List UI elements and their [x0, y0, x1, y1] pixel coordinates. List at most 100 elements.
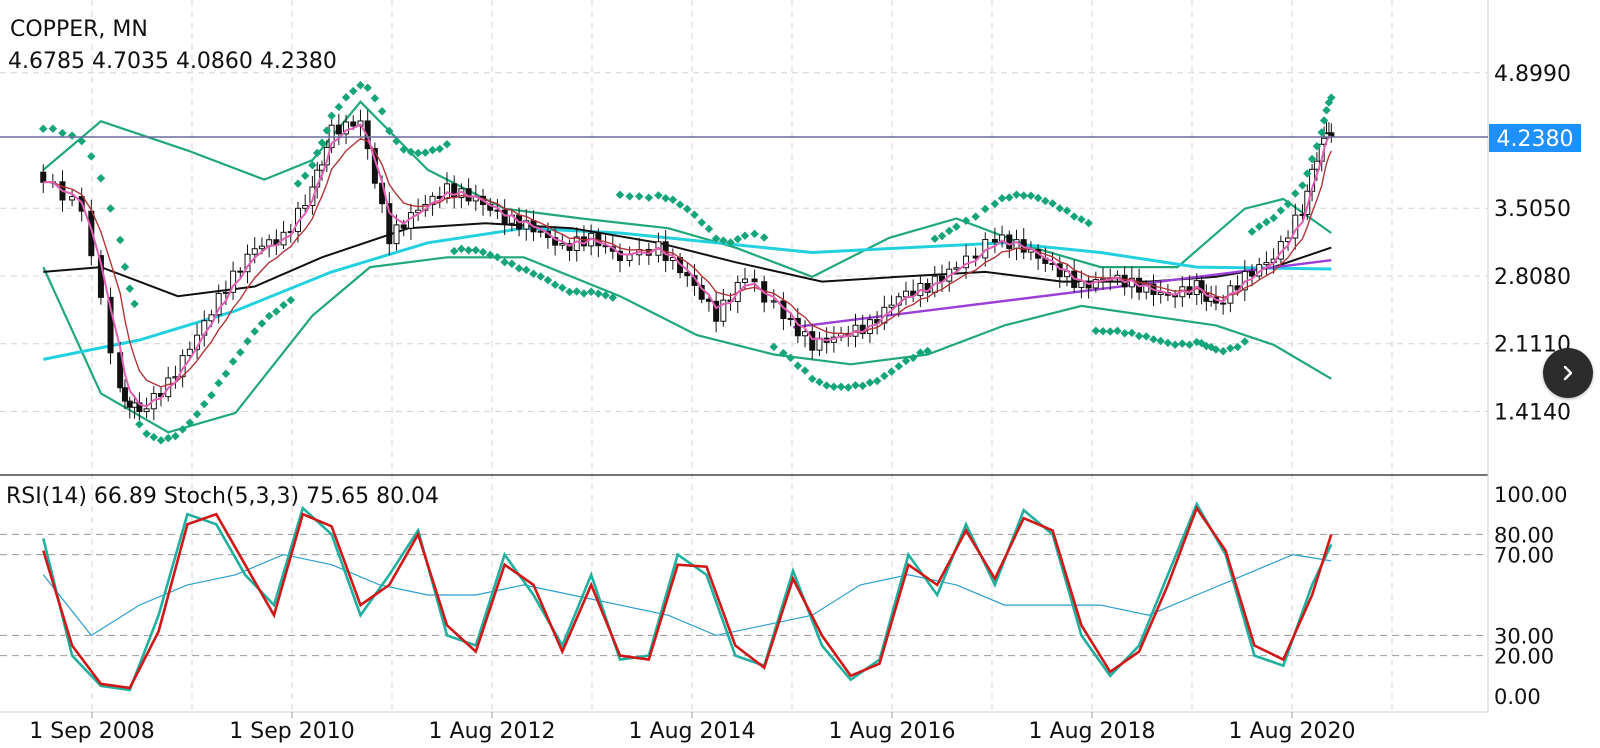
sar-dot: [39, 124, 48, 134]
scroll-right-button[interactable]: [1543, 348, 1593, 398]
sar-dot: [844, 383, 853, 392]
sar-dot: [579, 289, 589, 298]
sar-dot: [594, 289, 603, 298]
candle-body: [787, 317, 794, 320]
sar-dot: [683, 204, 692, 214]
sar-dot: [1233, 342, 1242, 352]
sar-dot: [48, 124, 58, 133]
sar-dot: [769, 342, 779, 352]
sar-dot: [228, 357, 238, 366]
sar-dot: [464, 246, 473, 255]
sar-dot: [236, 348, 245, 357]
sar-dot: [733, 234, 742, 244]
sar-dot: [558, 283, 567, 293]
time-tick-label: 1 Sep 2008: [29, 719, 154, 744]
sar-dot: [308, 160, 317, 170]
sar-dot: [178, 425, 187, 434]
sar-dot: [601, 291, 610, 300]
sar-dot: [1170, 340, 1180, 349]
indicator-legend: RSI(14) 66.89 Stoch(5,3,3) 75.65 80.04: [6, 484, 439, 509]
candle-body: [222, 291, 229, 294]
sar-dot: [937, 231, 947, 241]
sar-dot: [1026, 191, 1036, 201]
sar-dot: [608, 293, 618, 302]
candle-body: [443, 183, 450, 199]
candle-body: [40, 171, 47, 183]
sar-dot: [858, 381, 867, 390]
time-tick-label: 1 Sep 2010: [229, 719, 354, 744]
sar-dot: [312, 148, 322, 158]
sar-dot: [421, 148, 430, 157]
candle-body: [258, 245, 265, 250]
sar-dot: [471, 245, 481, 255]
sar-dot: [377, 106, 387, 116]
sar-dot: [1005, 193, 1014, 202]
sar-dot: [997, 194, 1007, 203]
sar-dot: [1247, 227, 1257, 236]
candle-body: [230, 270, 237, 293]
sar-dot: [615, 190, 625, 200]
sar-dot: [1185, 340, 1194, 349]
sar-dot: [370, 93, 380, 103]
stoch-d-line: [42, 505, 1333, 690]
sar-dot: [872, 376, 882, 386]
sma-fast-line: [43, 123, 1332, 408]
time-axis: 1 Sep 2008 1 Sep 2010 1 Aug 2012 1 Aug 2014…: [29, 712, 1355, 744]
candle-body: [552, 237, 559, 246]
candle-body: [888, 304, 895, 308]
candle-body: [393, 224, 400, 245]
sar-dot: [363, 83, 372, 92]
sar-dot: [221, 369, 231, 379]
sar-dot: [428, 145, 437, 155]
symbol-title: COPPER, MN: [10, 17, 148, 42]
chart-grid: [0, 0, 1488, 712]
sar-dot: [822, 381, 831, 390]
sar-dot: [880, 371, 889, 381]
sar-dot: [120, 262, 130, 272]
price-tick-label: 4.8990: [1494, 62, 1571, 87]
bollinger-lower-line: [42, 256, 1332, 434]
candle-body: [626, 254, 633, 262]
sma-mid-line: [43, 137, 1332, 388]
sar-dot: [272, 307, 281, 316]
sar-dot: [1319, 116, 1329, 125]
sar-dot: [293, 179, 303, 188]
candle-body: [794, 317, 801, 337]
sar-dot: [654, 191, 663, 200]
sma-long-line: [43, 226, 1332, 361]
sar-dot: [1098, 327, 1108, 336]
price-tick-label: 3.5050: [1494, 197, 1571, 222]
sar-dot: [163, 433, 173, 443]
sar-dot: [572, 287, 581, 296]
sar-dot: [1091, 326, 1101, 336]
candle-body: [1092, 279, 1099, 289]
sar-dot: [887, 367, 896, 376]
sar-dot: [142, 429, 151, 439]
sar-dot: [529, 269, 538, 278]
sar-dot: [156, 436, 166, 445]
sar-dot: [1105, 327, 1115, 336]
candle-body: [143, 408, 150, 413]
candle-body: [328, 124, 335, 148]
sar-dot: [1276, 206, 1286, 215]
candle-body: [720, 299, 727, 322]
sar-dot: [793, 361, 803, 370]
sar-dot: [317, 138, 327, 147]
sar-dot: [334, 102, 344, 112]
indicator-tick-label: 70.00: [1494, 544, 1554, 568]
candle-body: [751, 278, 758, 283]
sar-dot: [1012, 190, 1021, 199]
candle-body: [107, 296, 114, 354]
indicator-tick-label: 30.00: [1494, 624, 1554, 648]
candle-body: [559, 242, 566, 246]
sar-dot: [58, 128, 67, 138]
price-tick-label: 2.8080: [1494, 265, 1571, 290]
candle-body: [131, 402, 138, 408]
candle-body: [1006, 234, 1013, 250]
sar-dot: [257, 319, 267, 328]
time-tick-label: 1 Aug 2014: [629, 719, 756, 744]
sar-dot: [385, 126, 394, 136]
sar-dot: [279, 300, 288, 310]
candle-body: [963, 255, 970, 269]
